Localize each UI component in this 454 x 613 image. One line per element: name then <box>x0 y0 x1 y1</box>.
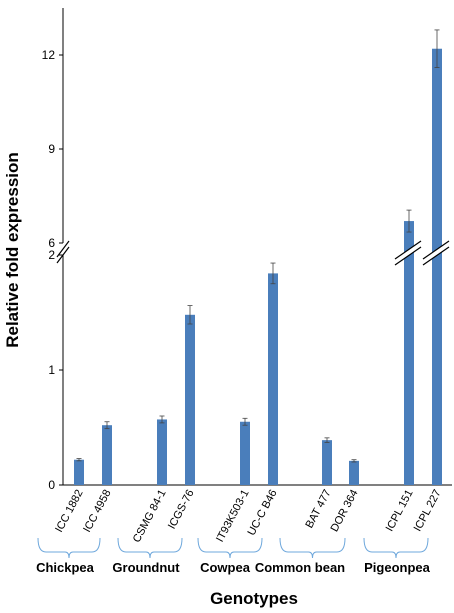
group-label: Chickpea <box>36 560 95 575</box>
bar <box>74 459 84 485</box>
plot-area <box>62 8 452 486</box>
x-tick-label: CSMG 84-1 <box>131 488 169 545</box>
group-bracket <box>117 537 183 559</box>
x-tick-label: ICC 1882 <box>53 488 85 535</box>
x-tick-label: DOR 364 <box>329 488 361 534</box>
y-tick-label: 0 <box>48 478 55 492</box>
bar-break-slash <box>394 240 422 260</box>
bar <box>240 421 250 485</box>
y-tick-label: 1 <box>48 363 55 377</box>
bar <box>349 460 359 485</box>
x-tick-label: ICPL 151 <box>384 488 416 534</box>
x-axis-label: Genotypes <box>210 589 298 608</box>
y-tick-label: 12 <box>42 48 56 62</box>
bar <box>404 221 414 486</box>
bar-break-slash <box>422 240 450 260</box>
y-tick-label: 9 <box>48 142 55 156</box>
bar <box>432 48 442 485</box>
group-bracket <box>37 537 101 559</box>
group-label: Groundnut <box>112 560 180 575</box>
x-tick-label: ICPL 227 <box>412 488 444 534</box>
y-tick-label: 2 <box>48 248 55 262</box>
bar-break-slash <box>394 246 422 266</box>
group-bracket <box>279 537 346 559</box>
bar-break-gap <box>423 241 449 265</box>
bar <box>157 419 167 485</box>
x-tick-label: IT93K503-1 <box>214 488 252 544</box>
bar <box>322 440 332 485</box>
y-tick-label: 6 <box>48 236 55 250</box>
bar <box>268 273 278 485</box>
y-axis-label: Relative fold expression <box>3 152 22 348</box>
group-bracket <box>363 537 429 559</box>
group-brackets: Chickpea Groundnut Cowpea Common bean Pigeon… <box>36 537 431 575</box>
group-label: Cowpea <box>200 560 251 575</box>
axis-break-marks <box>56 240 450 266</box>
group-bracket <box>197 537 263 559</box>
x-tick-label: ICC 4958 <box>81 488 113 535</box>
bar <box>102 425 112 485</box>
group-label: Pigeonpea <box>364 560 431 575</box>
bar-break-slash <box>422 246 450 266</box>
x-tick-label: ICGS-76 <box>166 488 197 531</box>
group-label: Common bean <box>255 560 345 575</box>
x-tick-label: BAT 477 <box>303 488 333 531</box>
y-axis-break-slash <box>56 240 70 258</box>
bar-break-gap <box>395 241 421 265</box>
bar <box>185 314 195 485</box>
